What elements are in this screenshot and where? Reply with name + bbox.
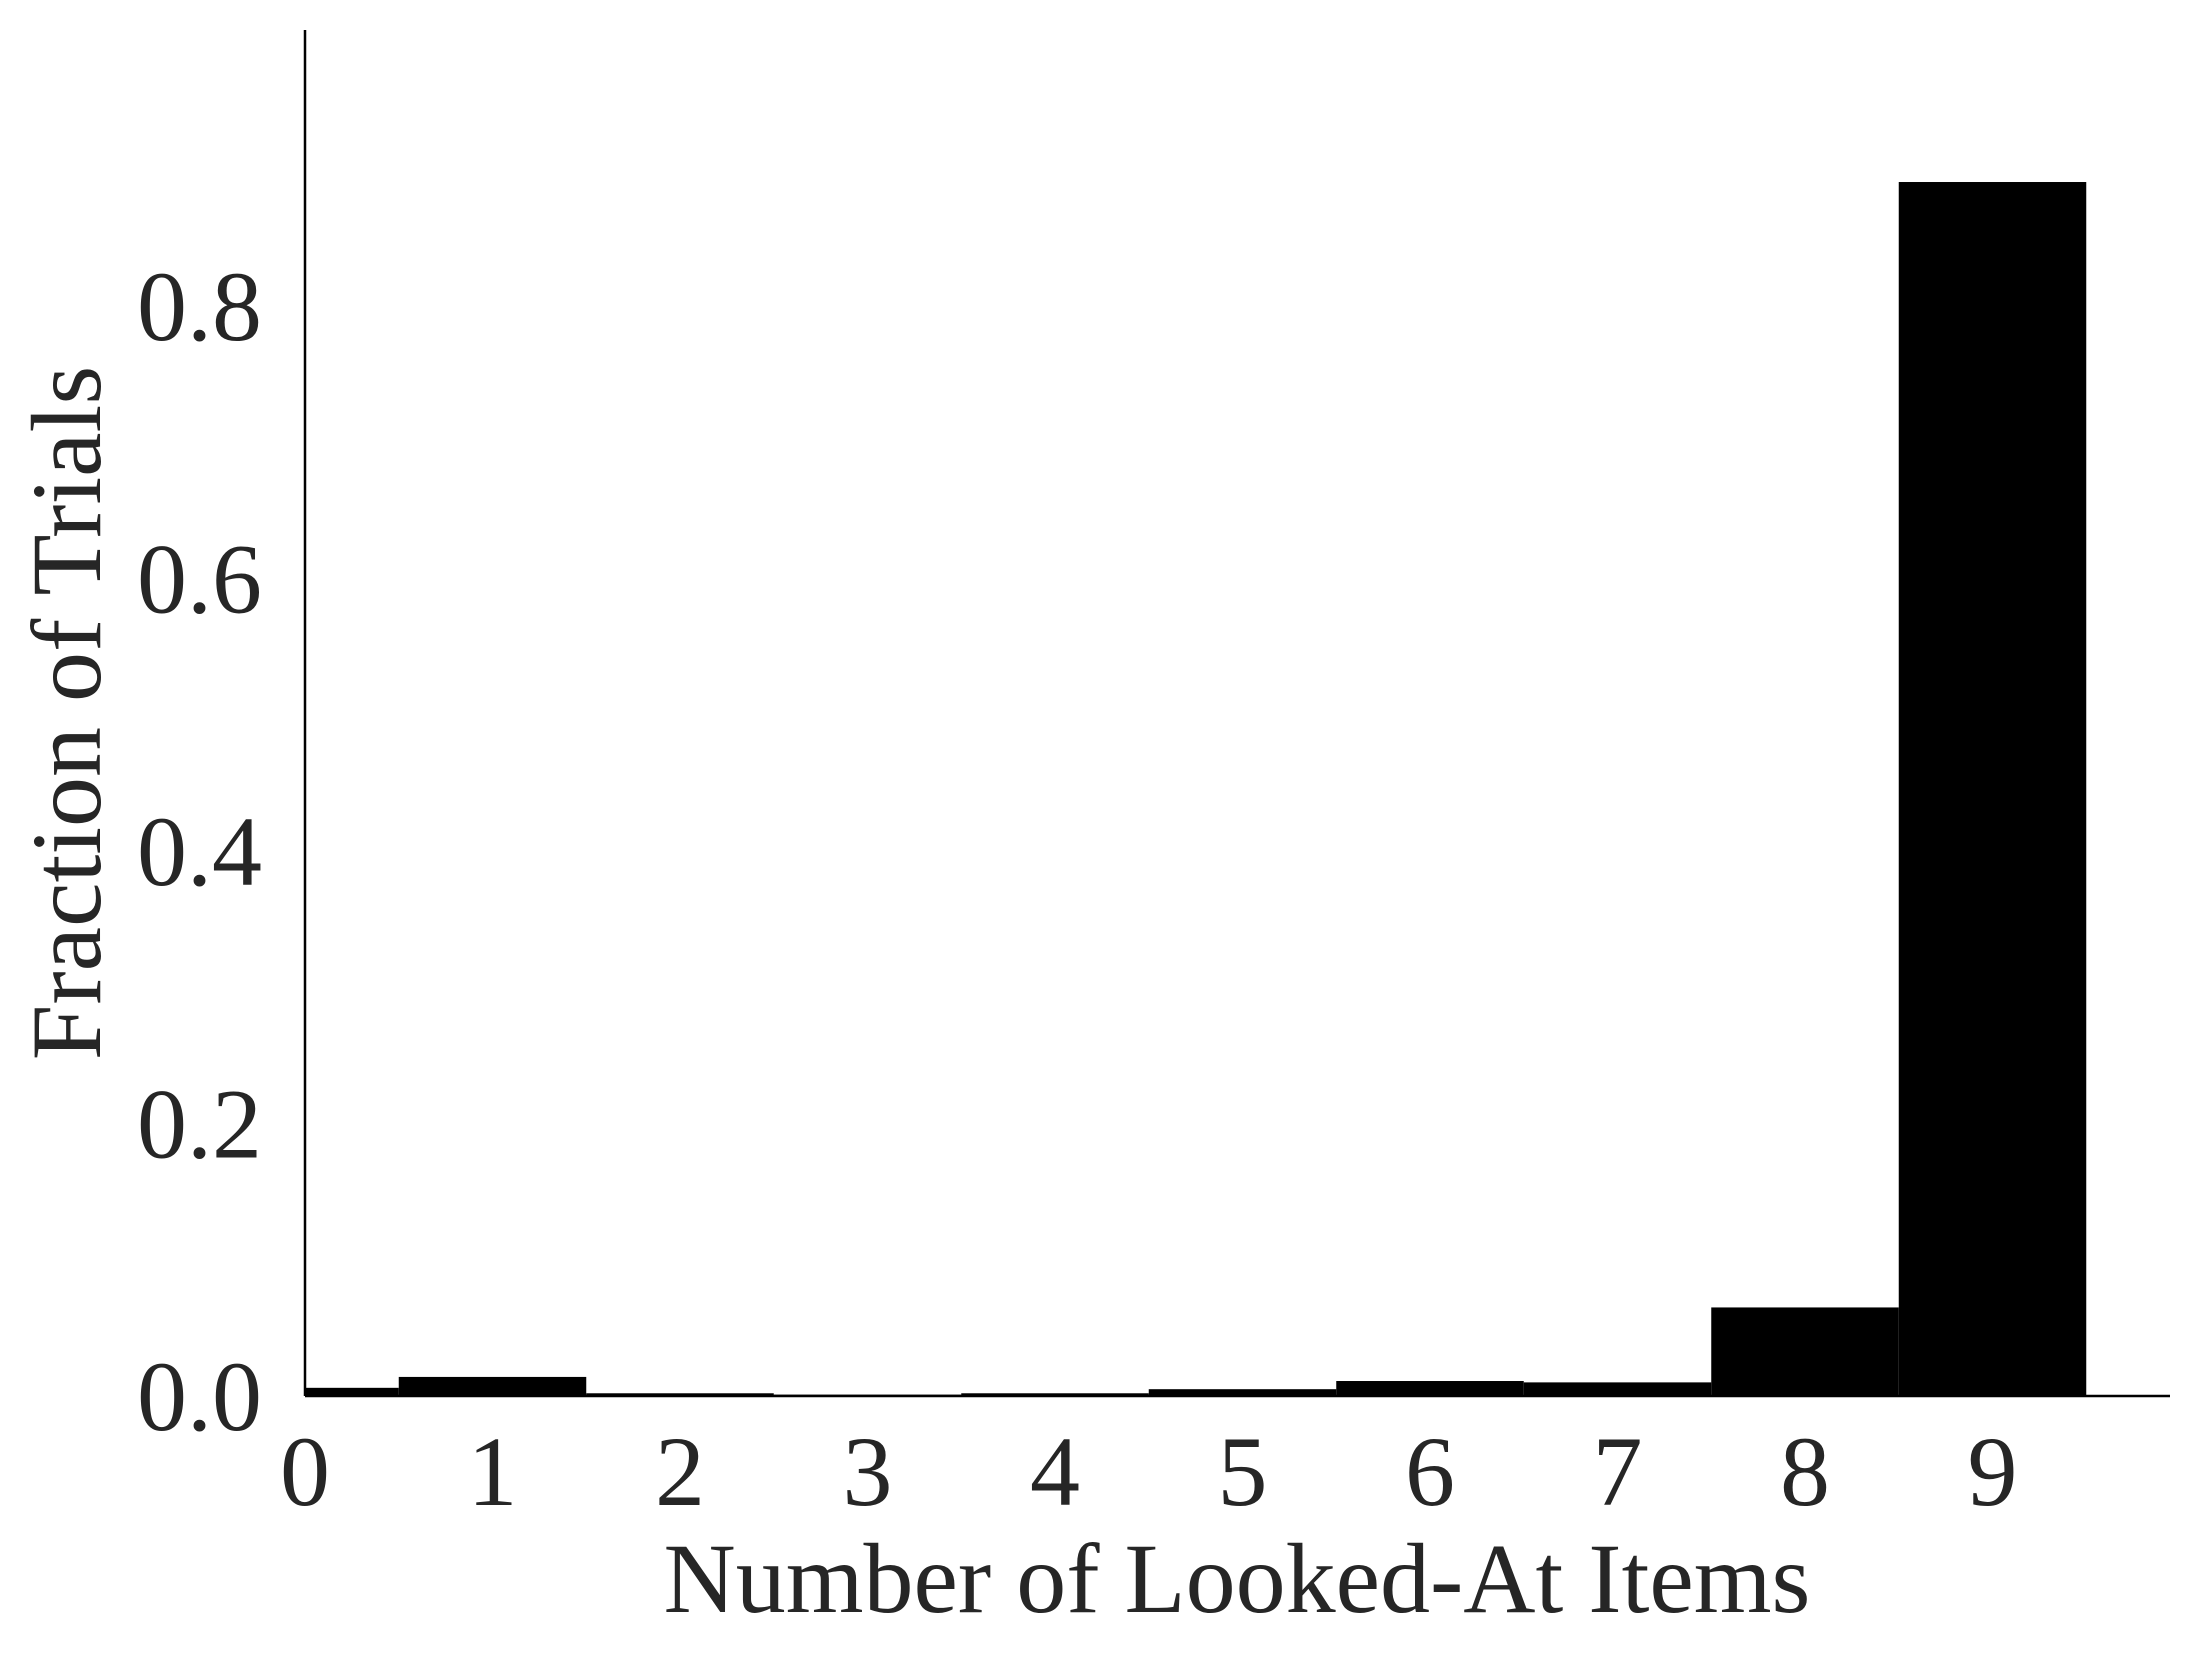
bar-0 — [305, 1387, 399, 1396]
y-tick-label: 0.4 — [137, 796, 262, 907]
y-tick-label: 0.8 — [137, 251, 262, 362]
y-tick-label: 0.0 — [137, 1341, 262, 1452]
y-axis-label: Fraction of Trials — [11, 366, 122, 1060]
bar-5 — [1148, 1389, 1337, 1396]
x-tick-label: 4 — [1030, 1416, 1080, 1527]
bar-6 — [1336, 1381, 1524, 1396]
x-tick-label: 1 — [468, 1416, 518, 1527]
x-axis-label: Number of Looked-At Items — [664, 1523, 1811, 1634]
bars-layer — [305, 182, 2087, 1397]
bar-9 — [1898, 182, 2087, 1397]
x-tick-labels: 0 1 2 3 4 5 6 7 8 9 — [280, 1416, 2018, 1527]
x-tick-label: 3 — [843, 1416, 893, 1527]
bar-4 — [961, 1393, 1149, 1396]
x-tick-label: 0 — [280, 1416, 330, 1527]
bar-8 — [1711, 1307, 1899, 1396]
x-tick-label: 2 — [655, 1416, 705, 1527]
bar-1 — [398, 1376, 587, 1396]
bar-7 — [1523, 1382, 1712, 1396]
bar-2 — [586, 1393, 774, 1396]
x-tick-label: 9 — [1968, 1416, 2018, 1527]
y-tick-label: 0.2 — [137, 1069, 262, 1180]
y-tick-labels: 0.0 0.2 0.4 0.6 0.8 — [137, 251, 262, 1452]
x-tick-label: 6 — [1405, 1416, 1455, 1527]
x-tick-label: 7 — [1593, 1416, 1643, 1527]
axes-layer — [303, 30, 2170, 1398]
x-tick-label: 5 — [1218, 1416, 1268, 1527]
x-tick-label: 8 — [1780, 1416, 1830, 1527]
y-tick-label: 0.6 — [137, 524, 262, 635]
